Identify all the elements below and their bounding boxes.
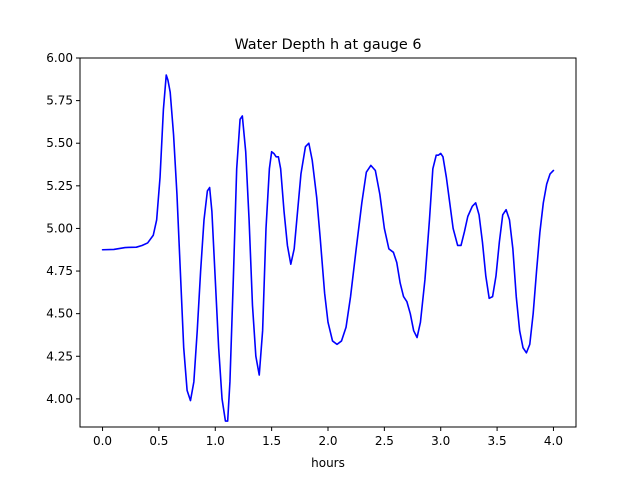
x-tick-label: 0.0 — [93, 434, 112, 448]
x-tick-label: 1.5 — [262, 434, 281, 448]
x-tick-label: 2.0 — [318, 434, 337, 448]
y-tick-label: 5.25 — [46, 179, 73, 193]
y-tick-label: 5.50 — [46, 136, 73, 150]
y-tick-label: 4.75 — [46, 264, 73, 278]
x-tick-label: 2.5 — [375, 434, 394, 448]
y-tick-label: 4.50 — [46, 307, 73, 321]
x-tick-label: 4.0 — [544, 434, 563, 448]
x-tick-label: 3.0 — [431, 434, 450, 448]
chart-title: Water Depth h at gauge 6 — [234, 37, 421, 53]
labels-layer: 0.0 0.5 1.0 1.5 2.0 2.5 3.0 3.5 4.0 4.00 4.25 4.50 4… — [46, 51, 563, 448]
plot-layer — [101, 74, 555, 422]
y-tick-label: 4.25 — [46, 349, 73, 363]
y-tick-label: 5.75 — [46, 94, 73, 108]
x-axis-label: hours — [311, 456, 345, 470]
x-tick-label: 1.0 — [206, 434, 225, 448]
axes-layer — [76, 57, 577, 431]
y-tick-label: 4.00 — [46, 392, 73, 406]
x-tick-label: 3.5 — [488, 434, 507, 448]
y-tick-label: 6.00 — [46, 51, 73, 65]
series-line-0 — [101, 74, 555, 422]
y-tick-label: 5.00 — [46, 221, 73, 235]
x-tick-label: 0.5 — [149, 434, 168, 448]
